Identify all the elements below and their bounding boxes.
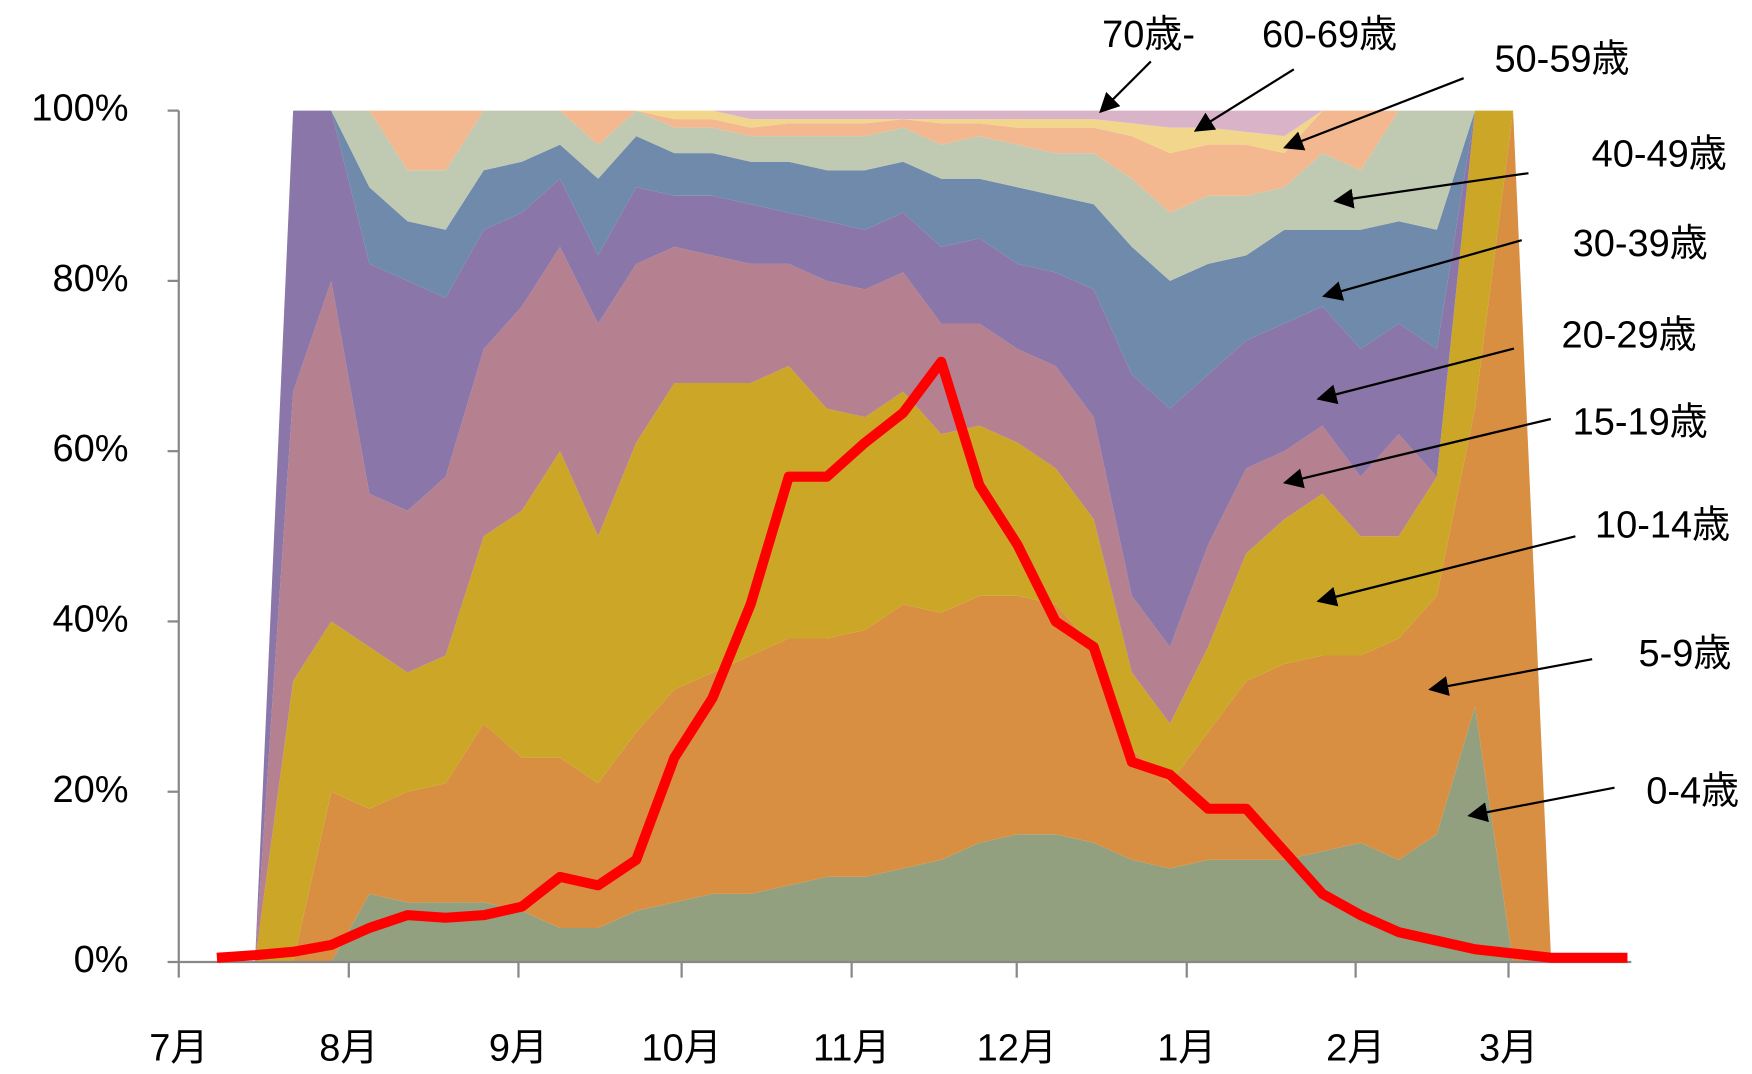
- label-arrow: [1467, 786, 1615, 823]
- area-band: [216, 706, 1628, 962]
- y-tick-label: 20%: [52, 769, 128, 811]
- x-tick-label: 9月: [489, 1027, 548, 1069]
- line: [216, 356, 1628, 963]
- x-tick-label: 3月: [1479, 1027, 1538, 1069]
- x-tick-label: 7月: [149, 1027, 208, 1069]
- area-band: [216, 110, 1628, 962]
- area-band: [216, 110, 1628, 962]
- series-label: 60-69歳: [1262, 14, 1397, 56]
- series-label: 30-39歳: [1573, 223, 1708, 265]
- label-arrow: [1316, 535, 1576, 607]
- x-tick-label: 10月: [642, 1027, 722, 1069]
- y-tick-label: 100%: [31, 88, 128, 130]
- plot: 0% 20% 40% 60% 80% 100% 7月 8月 9月 10月 11月 12月 1月 2月 3月 0…: [31, 14, 1739, 1069]
- series-label: 50-59歳: [1494, 38, 1629, 80]
- series-label: 15-19歳: [1573, 402, 1708, 444]
- series-label: 0-4歳: [1646, 770, 1739, 812]
- series-label: 20-29歳: [1561, 314, 1696, 356]
- x-tick-label: 2月: [1326, 1027, 1385, 1069]
- y-tick-label: 40%: [52, 598, 128, 640]
- y-tick-label: 60%: [52, 428, 128, 470]
- x-tick-label: 8月: [319, 1027, 378, 1069]
- y-tick-label: 80%: [52, 258, 128, 300]
- x-tick-label: 12月: [977, 1027, 1057, 1069]
- area-band: [216, 110, 1628, 962]
- series-label: 70歳-: [1102, 14, 1195, 56]
- label-arrow: [1193, 68, 1295, 132]
- label-arrow: [1282, 417, 1552, 489]
- area-band: [216, 110, 1628, 962]
- x-tick-label: 1月: [1157, 1027, 1216, 1069]
- area-band: [216, 110, 1628, 962]
- y-tick-label: 0%: [74, 939, 129, 981]
- label-arrow: [1283, 77, 1465, 151]
- series-label: 40-49歳: [1592, 133, 1727, 175]
- series-label: 10-14歳: [1595, 504, 1730, 546]
- series-label: 5-9歳: [1638, 633, 1731, 675]
- x-tick-label: 11月: [813, 1027, 890, 1069]
- label-arrow: [1322, 239, 1523, 301]
- label-arrow: [1099, 60, 1152, 114]
- label-arrow: [1333, 172, 1529, 209]
- label-arrow: [1428, 658, 1593, 696]
- label-arrow: [1316, 347, 1515, 405]
